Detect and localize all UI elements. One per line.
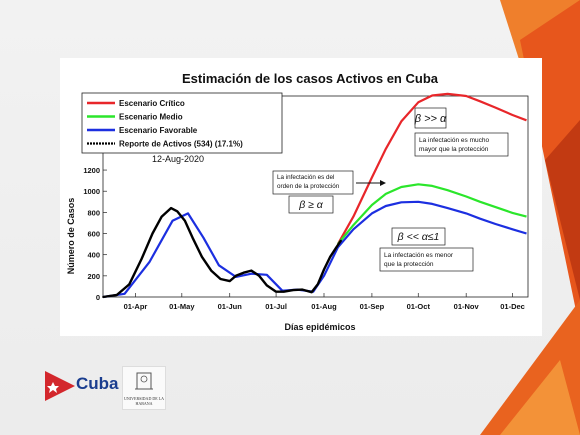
note-medio-line2: orden de la protección (277, 183, 340, 190)
x-tick-label: 01-Oct (407, 302, 431, 311)
legend-label: Escenario Medio (119, 113, 183, 122)
footer-logos: Cuba UNIVERSIDAD DE LA HABANA (45, 366, 175, 412)
formula-box-favorable (391, 227, 446, 246)
formula-critico: β >> α (414, 113, 447, 125)
data-point (160, 215, 163, 218)
chart: Estimación de los casos Activos en Cuba … (66, 71, 529, 332)
data-point (210, 269, 213, 272)
note-favorable-line2: que la protección (384, 261, 434, 268)
formula-box-medio (288, 195, 334, 214)
note-medio-line1: La infectación es del (277, 174, 334, 181)
x-tick-label: 01-Jun (218, 302, 243, 311)
data-point (275, 290, 277, 293)
university-logo: UNIVERSIDAD DE LA HABANA (122, 366, 166, 410)
note-critico-line2: mayor que la protección (419, 146, 489, 153)
university-caption: UNIVERSIDAD DE LA HABANA (124, 396, 164, 406)
y-tick-label: 0 (96, 293, 100, 302)
y-tick-label: 800 (87, 208, 100, 217)
data-point (316, 283, 319, 286)
legend-label: Escenario Favorable (119, 126, 198, 135)
legend: Escenario Crítico Escenario Medio Escenari… (81, 92, 283, 154)
date-label: 12-Aug-2020 (152, 154, 204, 164)
data-point (151, 232, 154, 235)
data-point (176, 210, 179, 213)
legend-box (81, 92, 283, 154)
annotations: β >> α La infectación es mucho mayor que l… (272, 107, 509, 272)
x-tick-label: 01-Jul (265, 302, 287, 311)
legend-label: Escenario Crítico (119, 99, 185, 108)
x-axis-label: Días epidémicos (284, 322, 355, 332)
data-point (329, 255, 332, 258)
university-seal-icon (135, 372, 153, 390)
data-point (282, 290, 285, 293)
plot-area: 02004006008001000120014001600180001-Apr0… (83, 92, 529, 311)
orange-shape-bottom-light (500, 360, 580, 435)
series-line-2 (102, 200, 527, 299)
note-box-favorable (379, 247, 474, 272)
series-line-0 (336, 92, 527, 245)
data-point (140, 258, 143, 260)
data-point (292, 289, 294, 292)
data-point (258, 274, 260, 277)
data-point (335, 246, 338, 249)
data-point (128, 283, 131, 286)
note-favorable-line1: La infectación es menor (384, 252, 454, 259)
cuba-flag-icon (45, 371, 75, 401)
data-point (235, 274, 237, 277)
chart-card: Estimación de los casos Activos en Cuba … (60, 58, 542, 336)
chart-title: Estimación de los casos Activos en Cuba (182, 71, 439, 86)
y-axis-label: Número de Casos (66, 198, 76, 275)
data-point (265, 284, 268, 287)
formula-medio: β ≥ α (298, 199, 324, 211)
data-point (301, 288, 304, 291)
y-tick-label: 1200 (83, 166, 100, 175)
y-tick-label: 400 (87, 251, 100, 260)
series-line-1 (337, 183, 527, 245)
data-point (191, 236, 194, 239)
x-tick-label: 01-May (169, 302, 195, 311)
legend-label: Reporte de Activos (534) (17.1%) (119, 140, 243, 149)
arrow-head (380, 180, 386, 186)
data-point (310, 291, 313, 294)
formula-box-critico (414, 107, 447, 129)
data-point (116, 293, 118, 296)
y-tick-label: 600 (87, 230, 100, 239)
note-critico-line1: La infectación es mucho (419, 137, 489, 144)
red-shape (545, 120, 580, 300)
y-tick-label: 1000 (83, 187, 100, 196)
brand-text: Cuba (76, 374, 119, 393)
x-tick-label: 01-Aug (311, 302, 337, 311)
data-point (219, 278, 222, 280)
formula-favorable: β << α≤1 (397, 231, 440, 243)
data-point (170, 207, 172, 210)
data-point (228, 280, 231, 283)
x-tick-label: 01-Sep (360, 302, 385, 311)
data-point (102, 296, 104, 298)
data-point (323, 268, 325, 271)
note-box-medio (272, 170, 354, 195)
y-tick-label: 200 (87, 272, 100, 281)
x-tick-label: 01-Nov (454, 302, 480, 311)
note-box-critico (414, 132, 509, 157)
plot-frame (102, 95, 529, 298)
data-point (201, 255, 203, 258)
data-point (184, 219, 186, 222)
data-point (250, 269, 253, 272)
x-tick-label: 01-Apr (124, 302, 148, 311)
data-point (242, 271, 245, 274)
data-point (340, 239, 342, 242)
series-line-3 (102, 206, 342, 299)
x-tick-label: 01-Dec (500, 302, 525, 311)
